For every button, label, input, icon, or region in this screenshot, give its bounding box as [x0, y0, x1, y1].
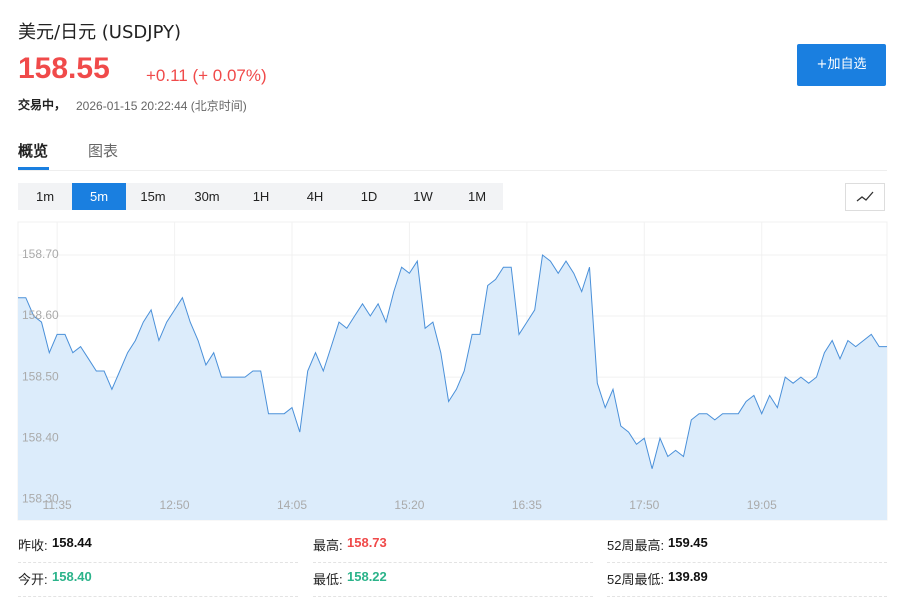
- interval-button[interactable]: 5m: [72, 183, 126, 210]
- watch-button[interactable]: +加自选: [797, 44, 886, 86]
- stat-value: 158.22: [347, 569, 387, 584]
- tab-indicator: [18, 167, 49, 170]
- stat-label: 最高:: [313, 538, 343, 553]
- stat-label: 52周最高:: [607, 538, 665, 553]
- stat-divider: [607, 596, 887, 597]
- stat-divider: [313, 596, 593, 597]
- interval-button[interactable]: 1H: [252, 189, 270, 204]
- x-tick-label: 17:50: [629, 498, 659, 512]
- stat-divider: [18, 596, 298, 597]
- y-tick-label: 158.30: [22, 491, 59, 505]
- x-tick-label: 14:05: [277, 498, 307, 512]
- interval-button[interactable]: 4H: [306, 189, 324, 204]
- stat-value: 158.73: [347, 535, 387, 550]
- interval-button[interactable]: 1W: [413, 189, 433, 204]
- tab[interactable]: 概览: [18, 142, 49, 160]
- interval-button[interactable]: 1m: [35, 189, 55, 204]
- title: 美元/日元 (USDJPY): [18, 22, 182, 43]
- x-tick-label: 19:05: [747, 498, 777, 512]
- x-tick-label: 15:20: [394, 498, 424, 512]
- y-tick-label: 158.50: [22, 369, 59, 383]
- stat-label: 今开:: [18, 572, 48, 587]
- interval-button[interactable]: 1D: [360, 189, 378, 204]
- icon: [856, 191, 874, 202]
- stat-divider: [607, 562, 887, 563]
- x-tick-label: 16:35: [512, 498, 542, 512]
- status: 交易中，: [18, 98, 67, 112]
- stat-value: 139.89: [668, 569, 708, 584]
- separator: [18, 170, 887, 171]
- area-fill: [18, 255, 887, 520]
- y-tick-label: 158.40: [22, 430, 59, 444]
- stat-label: 52周最低:: [607, 572, 665, 587]
- stat-value: 159.45: [668, 535, 708, 550]
- stat-value: 158.44: [52, 535, 92, 550]
- stat-label: 最低:: [313, 572, 343, 587]
- change: +0.11 (+ 0.07%): [146, 66, 267, 85]
- y-tick-label: 158.60: [22, 308, 59, 322]
- tab[interactable]: 图表: [88, 142, 119, 160]
- price-line: [18, 254, 887, 469]
- stat-divider: [18, 562, 298, 563]
- stat-value: 158.40: [52, 569, 92, 584]
- interval-button[interactable]: 30m: [194, 189, 220, 204]
- stat-divider: [313, 562, 593, 563]
- x-tick-label: 11:35: [43, 498, 72, 512]
- time: 2026-01-15 20:22:44 (北京时间): [76, 99, 247, 113]
- interval-button[interactable]: 1M: [467, 189, 487, 204]
- stat-label: 昨收:: [18, 538, 48, 553]
- x-tick-label: 12:50: [160, 498, 190, 512]
- interval-button[interactable]: 15m: [140, 189, 166, 204]
- y-tick-label: 158.70: [22, 247, 59, 261]
- chart-type-button[interactable]: [845, 183, 885, 211]
- price: 158.55: [18, 52, 110, 85]
